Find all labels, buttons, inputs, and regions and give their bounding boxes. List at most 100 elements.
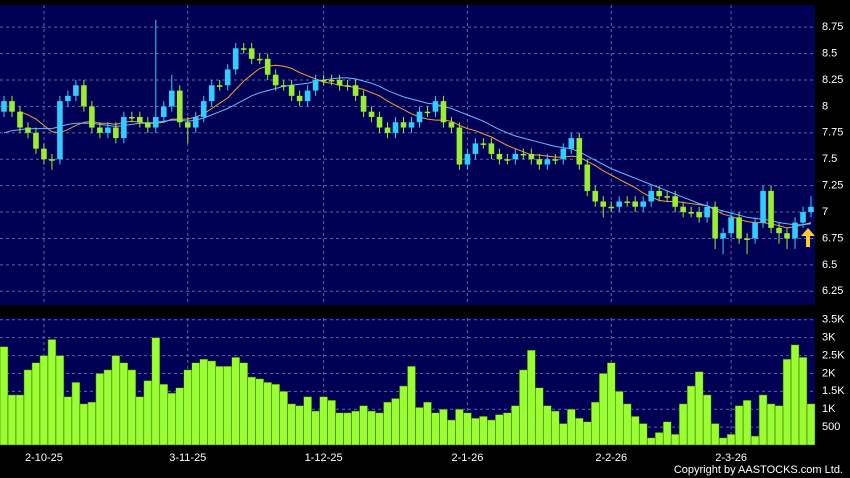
candle-body [121,116,127,139]
candle-body [200,101,207,117]
candle-body [145,122,151,128]
volume-bar [0,346,9,446]
volume-bar [511,405,520,446]
y-tick-label: 7 [822,206,828,218]
arrow-icon [801,228,815,247]
volume-bar [447,419,456,446]
volume-bar [686,385,696,446]
candle-body [97,127,103,133]
y-tick-label: 6.25 [822,285,843,297]
candle-body [137,116,143,123]
candle-body [608,206,615,209]
candle-body [792,222,798,239]
volume-bar [151,337,161,446]
candle-body [800,212,806,223]
candle-body [360,95,367,112]
candle-body [368,111,375,117]
x-tick-label: 2-2-26 [595,452,627,464]
volume-bar [479,416,488,446]
candle-body [808,206,814,213]
volume-bar [575,417,584,446]
candle-body [288,85,295,96]
candle-body [560,148,567,160]
volume-bar [758,394,768,446]
volume-bar [295,405,304,446]
volume-bar [622,403,632,446]
candle-body [176,90,183,123]
candle-body [568,138,575,149]
volume-bar [63,396,73,446]
candle-body [552,159,559,161]
candle-body [440,101,447,123]
candle-body [168,90,175,107]
volume-bar [742,400,752,446]
candle-body [704,206,710,218]
y-tick-label: 2K [822,367,836,379]
candle-body [664,196,670,198]
volume-bar [798,357,808,446]
candle-body [352,85,359,96]
volume-bar [495,414,504,446]
volume-bar [646,437,656,446]
volume-bar [239,362,248,446]
candle-body [456,127,463,165]
candle-body [472,143,479,154]
candle-body [736,217,742,239]
candle-body [296,95,303,102]
volume-bar [694,371,704,446]
volume-bar [543,405,552,446]
candle-body [232,48,239,70]
candle-body [328,80,335,82]
candle-body [240,48,247,50]
volume-bar [167,392,177,446]
volume-bar [734,405,744,446]
volume-bar [375,412,384,446]
volume-bar [567,408,576,446]
volume-bar [311,410,320,446]
volume-bar [519,369,528,446]
y-tick-label: 8.25 [822,74,843,86]
volume-bar [407,366,416,446]
volume-bar [7,394,17,446]
volume-bar [119,362,129,446]
candle-body [480,143,487,145]
candle-body [161,106,167,117]
candle-body [424,111,431,114]
candle-body [400,122,407,128]
volume-bar [39,355,49,446]
candle-body [344,85,351,87]
candle-body [248,48,255,59]
x-tick-label: 2-10-25 [25,452,63,464]
volume-bar [503,412,512,446]
candle-body [105,127,111,133]
candle-body [336,80,343,86]
volume-bar [175,387,185,446]
volume-bar [718,437,728,446]
volume-bar [551,410,560,446]
candle-body [696,212,702,218]
candle-body [17,111,23,128]
volume-bar [135,396,145,446]
candle-body [600,201,607,207]
volume-bar [191,362,201,446]
candle-body [416,111,423,123]
volume-bar [79,403,89,446]
candle-body [264,58,271,75]
volume-bar [95,373,105,446]
volume-bar [423,401,432,446]
candle-body [784,233,790,239]
volume-bar [431,412,440,446]
volume-bar [343,412,352,446]
volume-bar [207,360,216,446]
candle-body [760,190,766,223]
volume-bar [279,391,288,446]
volume-bar [247,376,256,446]
volume-bar [199,358,208,446]
volume-bar [702,394,712,446]
copyright: Copyright by AASTOCKS.com Ltd. [674,464,843,476]
volume-bar [591,401,600,446]
y-tick-label: 8 [822,100,828,112]
y-tick-label: 500 [822,421,840,433]
volume-bar [255,378,264,446]
candle-body [768,190,774,228]
